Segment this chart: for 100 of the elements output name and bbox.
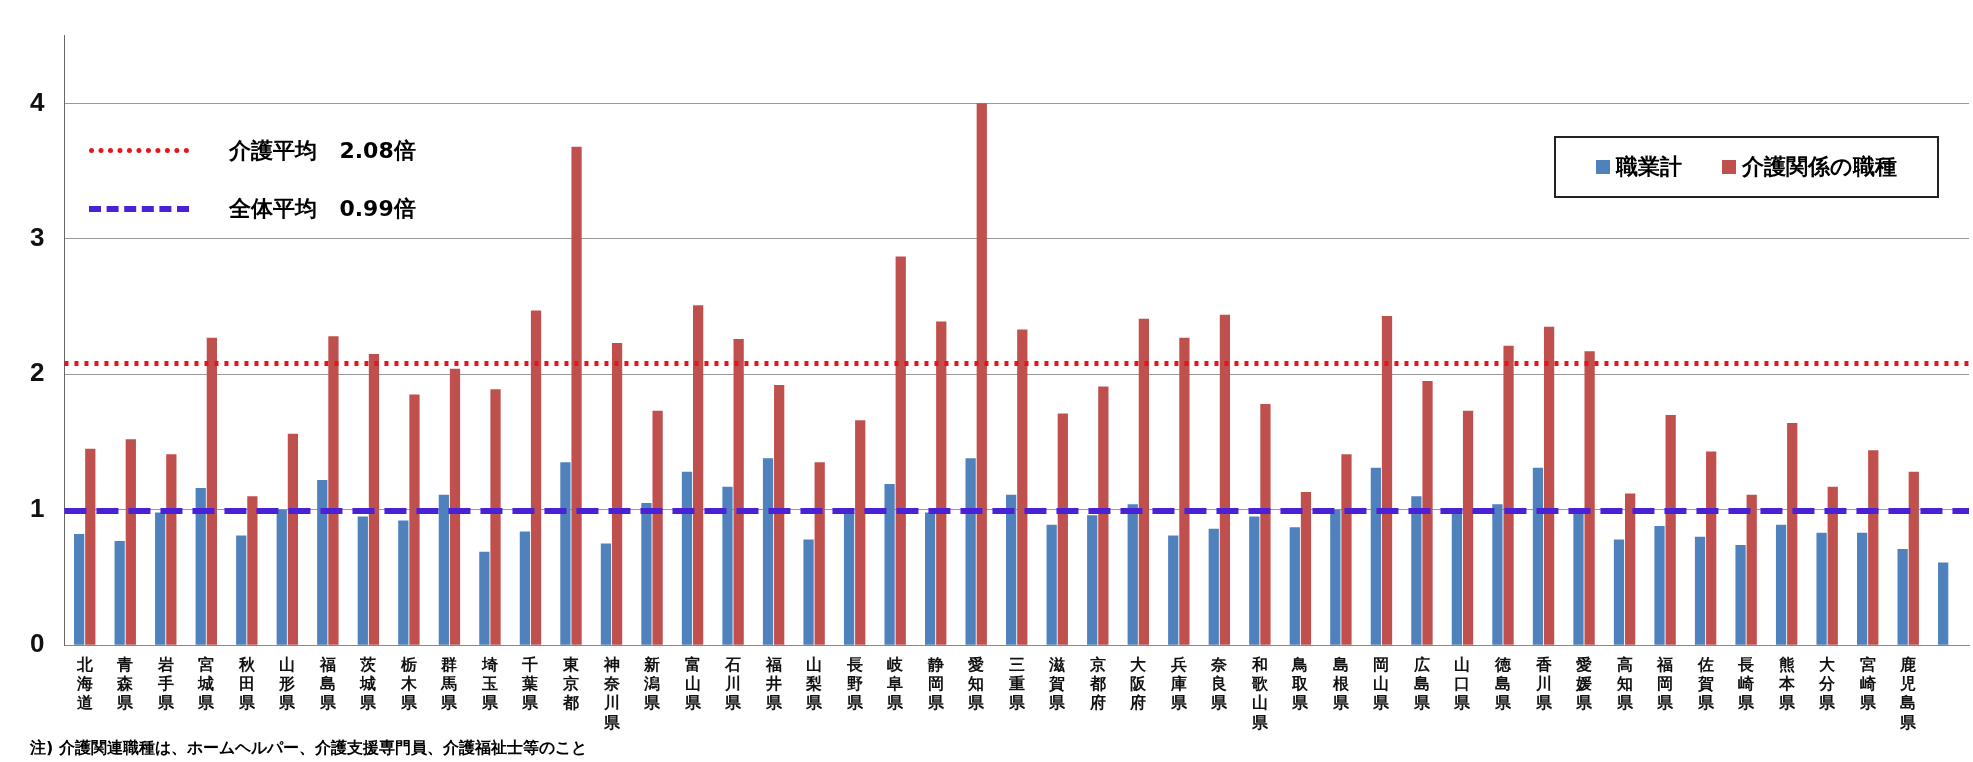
y-tick-label: 2 xyxy=(29,357,45,388)
bar xyxy=(1341,454,1352,645)
x-tick-label: 長崎県 xyxy=(1737,654,1756,713)
bar xyxy=(1665,414,1676,645)
bar xyxy=(1219,314,1231,645)
bar xyxy=(1451,513,1463,645)
bar xyxy=(276,509,287,645)
x-tick-label: 大阪府 xyxy=(1129,654,1148,713)
bar xyxy=(774,385,785,645)
x-tick-label: 北海道 xyxy=(75,654,94,713)
bar xyxy=(1654,525,1665,645)
bar xyxy=(1613,539,1625,645)
bar xyxy=(114,540,125,645)
bar xyxy=(236,535,247,645)
x-tick-label: 岐阜県 xyxy=(886,654,905,713)
bar xyxy=(560,462,571,645)
x-tick-label: 愛媛県 xyxy=(1575,654,1594,713)
bar xyxy=(1775,524,1787,645)
bar xyxy=(600,543,612,645)
bar xyxy=(195,488,206,645)
x-tick-label: 岩手県 xyxy=(156,654,175,713)
bar xyxy=(895,256,906,645)
bar xyxy=(1908,471,1919,645)
x-tick-label: 石川県 xyxy=(724,654,743,713)
x-tick-label: 福岡県 xyxy=(1656,654,1675,713)
bar xyxy=(398,520,409,645)
bar xyxy=(247,496,258,645)
x-tick-label: 佐賀県 xyxy=(1696,654,1715,713)
bar xyxy=(1573,512,1584,645)
bar xyxy=(693,305,704,645)
bar xyxy=(368,353,380,645)
bar xyxy=(328,336,339,645)
bar xyxy=(317,479,328,645)
bar xyxy=(733,339,744,645)
bar xyxy=(479,551,490,645)
bar xyxy=(1300,492,1312,645)
legend-label: 全体平均 0.99倍 xyxy=(229,194,416,223)
bar xyxy=(1422,381,1433,645)
bar xyxy=(1168,535,1179,645)
bar xyxy=(652,410,663,645)
bar xyxy=(1289,527,1300,645)
x-tick-label: 鳥取県 xyxy=(1291,654,1310,713)
x-tick-label: 新潟県 xyxy=(643,654,662,713)
bar xyxy=(641,502,652,645)
x-tick-label: 山口県 xyxy=(1453,654,1472,713)
bar xyxy=(438,494,449,645)
bar xyxy=(1462,410,1474,645)
x-tick-label: 秋田県 xyxy=(237,654,256,713)
bar xyxy=(1543,326,1555,645)
bar xyxy=(965,458,976,645)
bar xyxy=(1735,544,1746,645)
bar xyxy=(1492,504,1503,645)
bar xyxy=(287,433,299,645)
bar xyxy=(924,512,936,645)
bar xyxy=(74,534,85,645)
x-tick-label: 高知県 xyxy=(1615,654,1634,713)
x-tick-label: 神奈川県 xyxy=(602,654,621,732)
bar xyxy=(1625,493,1636,645)
bar xyxy=(1179,337,1190,645)
x-tick-label: 宮崎県 xyxy=(1858,654,1877,713)
x-tick-label: 奈良県 xyxy=(1210,654,1229,713)
bar xyxy=(1381,316,1393,645)
text: 注) 介護関連職種は、ホームヘルパー、介護支援専門員、介護福祉士等のこと xyxy=(30,738,587,759)
bar xyxy=(1897,549,1908,645)
x-tick-label: 島根県 xyxy=(1331,654,1350,713)
x-tick-label: 青森県 xyxy=(116,654,135,713)
bar xyxy=(1098,386,1109,645)
bar xyxy=(1127,504,1138,645)
x-tick-label: 鹿児島県 xyxy=(1899,654,1918,732)
bar xyxy=(722,486,733,645)
bar xyxy=(1532,467,1544,645)
x-tick-label: 兵庫県 xyxy=(1169,654,1188,713)
bar xyxy=(1057,413,1068,645)
bar xyxy=(1046,524,1057,645)
legend-label: 介護平均 2.08倍 xyxy=(229,136,416,165)
legend-label: 介護関係の職種 xyxy=(1742,152,1897,181)
bar xyxy=(1827,486,1838,645)
x-tick-label: 千葉県 xyxy=(521,654,540,713)
x-tick-label: 静岡県 xyxy=(926,654,945,713)
x-tick-label: 福井県 xyxy=(764,654,783,713)
bar xyxy=(490,389,501,645)
bar xyxy=(85,448,96,645)
bar xyxy=(1138,318,1149,645)
bar xyxy=(855,420,866,645)
x-tick-label: 東京都 xyxy=(561,654,580,713)
x-tick-label: 三重県 xyxy=(1007,654,1026,713)
y-tick-label: 3 xyxy=(29,221,45,252)
x-tick-label: 京都府 xyxy=(1088,654,1106,713)
x-tick-label: 埼玉県 xyxy=(480,654,499,713)
bar xyxy=(530,310,542,645)
bar xyxy=(681,471,693,645)
bar xyxy=(884,484,895,645)
x-tick-label: 山梨県 xyxy=(805,654,824,713)
bar xyxy=(519,531,531,645)
x-tick-label: 香川県 xyxy=(1534,654,1553,713)
x-tick-label: 滋賀県 xyxy=(1048,654,1067,713)
bar xyxy=(1249,516,1260,645)
bar xyxy=(1017,329,1028,645)
bar xyxy=(571,146,582,645)
bar xyxy=(1694,536,1706,645)
